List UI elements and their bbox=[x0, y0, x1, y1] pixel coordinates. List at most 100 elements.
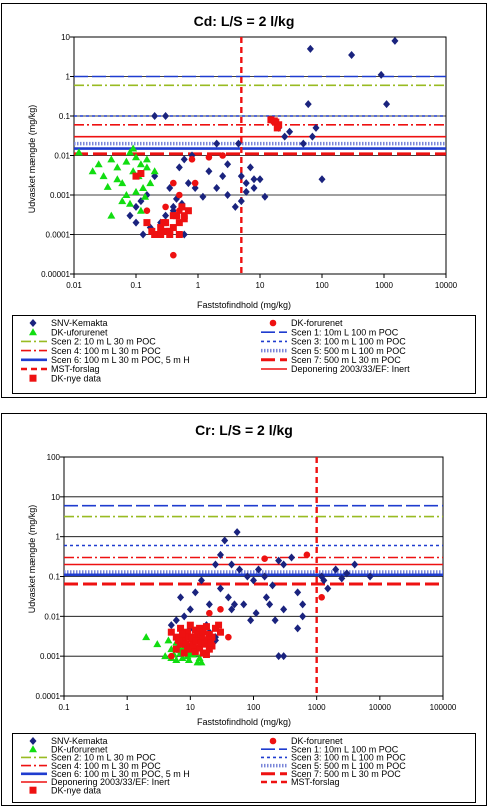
y-tick-label: 0.001 bbox=[50, 191, 71, 200]
data-point-dk-forurenet bbox=[188, 156, 196, 163]
data-point-snv-kemakta bbox=[242, 179, 250, 188]
legend-label: Scen 7: 500 m L 30 m POC bbox=[291, 769, 401, 779]
data-point-snv-kemakta bbox=[197, 576, 205, 585]
data-point-dk-nye-data bbox=[202, 623, 210, 631]
data-point-dk-forurenet bbox=[170, 251, 177, 259]
data-point-dk-uforurenet bbox=[129, 144, 138, 152]
data-point-snv-kemakta bbox=[281, 132, 289, 141]
data-point-dk-uforurenet bbox=[113, 175, 122, 183]
y-tick-label: 1 bbox=[66, 73, 71, 82]
chart-panel-cd: Cd: L/S = 2 l/kg 0.00001 0.0001 0.001 0.01 0… bbox=[1, 3, 487, 398]
x-tick-label: 1 bbox=[125, 703, 130, 712]
data-point-dk-nye-data bbox=[186, 645, 194, 653]
data-points bbox=[74, 36, 399, 259]
data-point-snv-kemakta bbox=[261, 572, 269, 581]
data-point-dk-forurenet bbox=[170, 179, 177, 187]
legend-marker-dk-uforurenet bbox=[29, 745, 37, 753]
data-point-dk-uforurenet bbox=[88, 167, 97, 175]
data-point-dk-uforurenet bbox=[172, 656, 181, 664]
legend-marker-snv-kemakta bbox=[29, 737, 37, 745]
data-point-snv-kemakta bbox=[318, 175, 326, 184]
data-point-snv-kemakta bbox=[213, 184, 221, 193]
data-point-snv-kemakta bbox=[343, 569, 351, 578]
data-point-dk-uforurenet bbox=[107, 211, 116, 219]
data-point-dk-uforurenet bbox=[161, 652, 170, 660]
chart-title-cr: Cr: L/S = 2 l/kg bbox=[195, 422, 293, 438]
data-point-snv-kemakta bbox=[180, 155, 188, 164]
data-point-snv-kemakta bbox=[299, 139, 307, 148]
data-point-snv-kemakta bbox=[266, 600, 274, 609]
data-point-snv-kemakta bbox=[175, 163, 183, 172]
data-point-snv-kemakta bbox=[306, 44, 314, 53]
legend-label: Scen 5: 500 m L 100 m POC bbox=[291, 346, 406, 356]
legend-marker-snv-kemakta bbox=[29, 319, 37, 327]
data-point-dk-forurenet bbox=[162, 203, 169, 211]
data-point-snv-kemakta bbox=[294, 588, 302, 597]
data-point-snv-kemakta bbox=[216, 550, 224, 559]
legend-label: MST-forslag bbox=[291, 777, 340, 787]
data-point-snv-kemakta bbox=[243, 572, 251, 581]
data-point-dk-nye-data bbox=[201, 640, 209, 648]
data-point-dk-nye-data bbox=[169, 212, 177, 220]
data-point-snv-kemakta bbox=[205, 167, 213, 176]
legend-label: Deponering 2003/33/EF: Inert bbox=[291, 364, 410, 374]
data-point-dk-nye-data bbox=[270, 117, 278, 125]
data-point-snv-kemakta bbox=[216, 584, 224, 593]
data-point-snv-kemakta bbox=[228, 560, 236, 569]
data-point-dk-uforurenet bbox=[94, 160, 103, 168]
data-point-dk-nye-data bbox=[196, 644, 204, 652]
data-points bbox=[142, 528, 374, 666]
y-tick-label: 0.01 bbox=[54, 152, 70, 161]
data-point-snv-kemakta bbox=[250, 175, 258, 184]
data-point-dk-nye-data bbox=[273, 124, 281, 132]
data-point-snv-kemakta bbox=[224, 593, 232, 602]
y-axis-label-cd: Udvasket mængde (mg/kg) bbox=[27, 104, 37, 214]
data-point-dk-uforurenet bbox=[142, 633, 151, 641]
data-point-snv-kemakta bbox=[324, 584, 332, 593]
data-point-snv-kemakta bbox=[308, 132, 316, 141]
data-point-snv-kemakta bbox=[288, 553, 296, 562]
data-point-dk-nye-data bbox=[169, 224, 177, 232]
legend-label: DK-forurenet bbox=[291, 318, 343, 328]
data-point-snv-kemakta bbox=[280, 652, 288, 661]
x-tick-label: 0.1 bbox=[130, 281, 142, 290]
data-point-dk-uforurenet bbox=[136, 206, 145, 214]
data-point-dk-uforurenet bbox=[118, 197, 127, 205]
data-point-snv-kemakta bbox=[234, 139, 242, 148]
legend-label: DK-forurenet bbox=[291, 736, 343, 746]
data-point-snv-kemakta bbox=[213, 139, 221, 148]
data-point-snv-kemakta bbox=[280, 560, 288, 569]
data-point-dk-nye-data bbox=[162, 219, 170, 227]
data-point-dk-forurenet bbox=[191, 179, 199, 187]
legend-label: Scen 2: 10 m L 30 m POC bbox=[51, 337, 156, 347]
data-point-snv-kemakta bbox=[219, 172, 227, 181]
data-point-dk-nye-data bbox=[194, 630, 202, 638]
y-tick-label: 0.0001 bbox=[36, 692, 61, 701]
legend-label: Scen 7: 500 m L 30 m POC bbox=[291, 355, 401, 365]
data-point-dk-uforurenet bbox=[139, 184, 148, 192]
data-point-snv-kemakta bbox=[221, 536, 229, 545]
y-tick-label: 10 bbox=[61, 33, 70, 42]
data-point-dk-forurenet bbox=[303, 551, 311, 559]
legend-label: SNV-Kemakta bbox=[51, 736, 108, 746]
y-tick-label: 0.1 bbox=[49, 573, 61, 582]
data-point-snv-kemakta bbox=[237, 197, 245, 206]
data-point-dk-uforurenet bbox=[132, 187, 140, 195]
y-axis-label-cr: Udvasket mængde (mg/kg) bbox=[27, 504, 37, 614]
chart-panel-cr: Cr: L/S = 2 l/kg 0.0001 0.001 0.01 0.1 1 10 10… bbox=[1, 413, 487, 806]
data-point-dk-nye-data bbox=[186, 621, 194, 629]
data-point-snv-kemakta bbox=[256, 175, 264, 184]
data-point-dk-nye-data bbox=[167, 628, 175, 636]
legend-label: Scen 3: 100 m L 100 m POC bbox=[291, 753, 406, 763]
data-point-snv-kemakta bbox=[132, 202, 140, 211]
data-point-dk-uforurenet bbox=[184, 656, 193, 664]
legend-marker-dk-nye-data bbox=[29, 374, 37, 382]
data-point-dk-nye-data bbox=[178, 203, 186, 211]
data-point-dk-nye-data bbox=[180, 212, 188, 220]
data-point-snv-kemakta bbox=[167, 621, 175, 630]
data-point-dk-nye-data bbox=[172, 645, 180, 653]
y-tick-label: 1 bbox=[56, 533, 61, 542]
legend-label: MST-forslag bbox=[51, 364, 100, 374]
